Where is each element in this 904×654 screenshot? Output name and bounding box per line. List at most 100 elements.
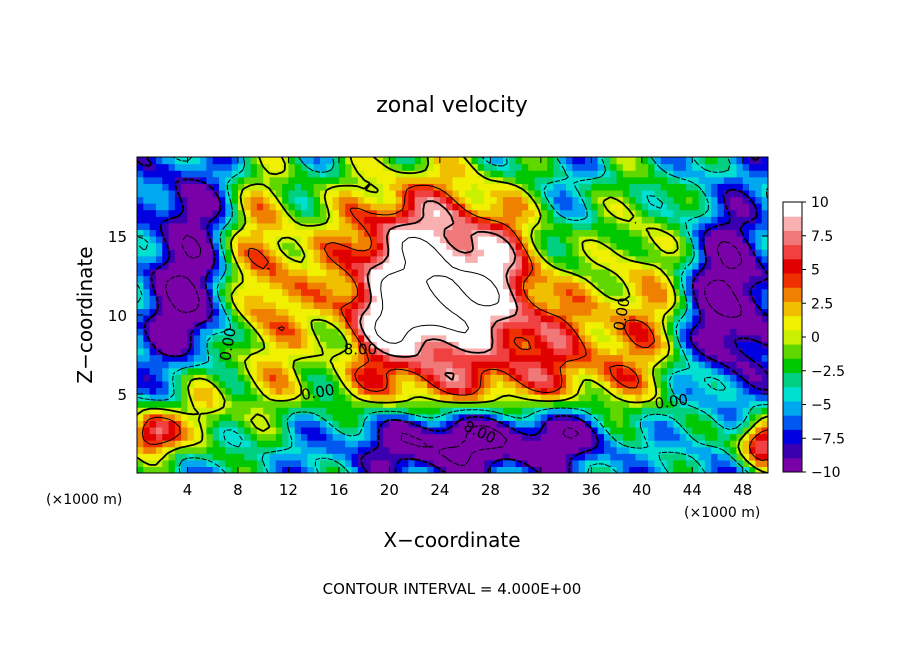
heatmap-cell	[200, 249, 208, 257]
heatmap-cell	[553, 367, 561, 375]
heatmap-cell	[755, 394, 763, 402]
heatmap-cell	[761, 328, 768, 336]
heatmap-cell	[559, 380, 567, 389]
heatmap-cell	[477, 321, 485, 329]
heatmap-cell	[357, 328, 365, 336]
heatmap-cell	[187, 275, 195, 283]
heatmap-cell	[395, 400, 403, 408]
heatmap-cell	[509, 440, 517, 448]
heatmap-cell	[553, 433, 561, 441]
heatmap-cell	[622, 334, 630, 342]
heatmap-cell	[603, 196, 611, 204]
heatmap-cell	[149, 216, 157, 224]
heatmap-cell	[231, 453, 239, 461]
heatmap-cell	[439, 183, 447, 191]
heatmap-cell	[534, 170, 542, 178]
heatmap-cell	[477, 328, 485, 336]
heatmap-cell	[414, 295, 422, 303]
heatmap-cell	[338, 275, 346, 283]
heatmap-cell	[263, 295, 271, 303]
heatmap-cell	[338, 446, 346, 454]
heatmap-cell	[244, 334, 252, 342]
heatmap-cell	[685, 453, 693, 461]
heatmap-cell	[250, 380, 258, 389]
heatmap-cell	[692, 236, 700, 244]
heatmap-cell	[755, 157, 763, 165]
heatmap-cell	[357, 433, 365, 441]
heatmap-cell	[181, 361, 189, 369]
contour-line	[141, 184, 768, 461]
heatmap-cell	[389, 387, 397, 395]
heatmap-cell	[553, 446, 561, 454]
heatmap-cell	[402, 183, 409, 191]
heatmap-cell	[187, 203, 195, 211]
heatmap-cell	[597, 426, 605, 435]
heatmap-cell	[155, 268, 163, 277]
heatmap-cell	[547, 176, 555, 184]
heatmap-cell	[667, 341, 674, 349]
heatmap-cell	[143, 255, 151, 263]
heatmap-cell	[471, 387, 479, 395]
heatmap-cell	[755, 433, 763, 441]
heatmap-cell	[168, 440, 176, 448]
heatmap-cell	[307, 242, 315, 250]
heatmap-cell	[654, 183, 662, 191]
heatmap-cell	[282, 262, 290, 270]
heatmap-cell	[162, 400, 170, 408]
heatmap-cell	[667, 301, 674, 310]
heatmap-cell	[212, 196, 220, 204]
heatmap-cell	[408, 367, 416, 375]
heatmap-cell	[622, 433, 630, 441]
heatmap-cell	[521, 282, 529, 290]
heatmap-cell	[307, 236, 315, 244]
heatmap-cell	[521, 308, 529, 316]
heatmap-cell	[288, 229, 296, 237]
heatmap-cell	[181, 170, 189, 178]
heatmap-cell	[162, 301, 170, 310]
heatmap-cell	[288, 301, 296, 310]
heatmap-cell	[528, 420, 536, 428]
heatmap-cell	[711, 334, 719, 342]
heatmap-cell	[313, 255, 321, 263]
heatmap-cell	[660, 222, 668, 231]
x-tick-label: 12	[279, 481, 298, 499]
heatmap-cell	[313, 459, 321, 468]
heatmap-cell	[282, 315, 290, 323]
heatmap-cell	[282, 229, 290, 237]
heatmap-cell	[225, 420, 233, 428]
heatmap-cell	[231, 321, 239, 329]
heatmap-cell	[326, 236, 334, 244]
heatmap-cell	[326, 341, 334, 349]
heatmap-cell	[155, 163, 163, 171]
heatmap-cell	[502, 183, 510, 191]
heatmap-cell	[219, 420, 226, 428]
heatmap-cell	[597, 380, 605, 389]
heatmap-cell	[521, 367, 529, 375]
heatmap-cell	[465, 407, 473, 415]
heatmap-cell	[484, 268, 491, 277]
heatmap-cell	[244, 249, 252, 257]
heatmap-cell	[698, 242, 706, 250]
heatmap-cell	[193, 328, 201, 336]
heatmap-cell	[717, 367, 725, 375]
heatmap-cell	[212, 374, 220, 382]
heatmap-cell	[540, 347, 548, 356]
heatmap-cell	[679, 426, 687, 435]
heatmap-cell	[408, 295, 416, 303]
heatmap-cell	[162, 334, 170, 342]
heatmap-cell	[755, 301, 763, 310]
heatmap-cell	[559, 183, 567, 191]
heatmap-cell	[219, 295, 226, 303]
heatmap-cell	[641, 466, 649, 473]
heatmap-cell	[496, 236, 504, 244]
heatmap-cell	[761, 295, 768, 303]
heatmap-cell	[326, 453, 334, 461]
heatmap-cell	[269, 216, 277, 224]
heatmap-cell	[149, 334, 157, 342]
heatmap-cell	[648, 189, 656, 198]
heatmap-cell	[420, 347, 428, 356]
heatmap-cell	[212, 413, 220, 421]
heatmap-cell	[319, 268, 327, 277]
heatmap-cell	[269, 459, 277, 468]
heatmap-cell	[477, 440, 485, 448]
